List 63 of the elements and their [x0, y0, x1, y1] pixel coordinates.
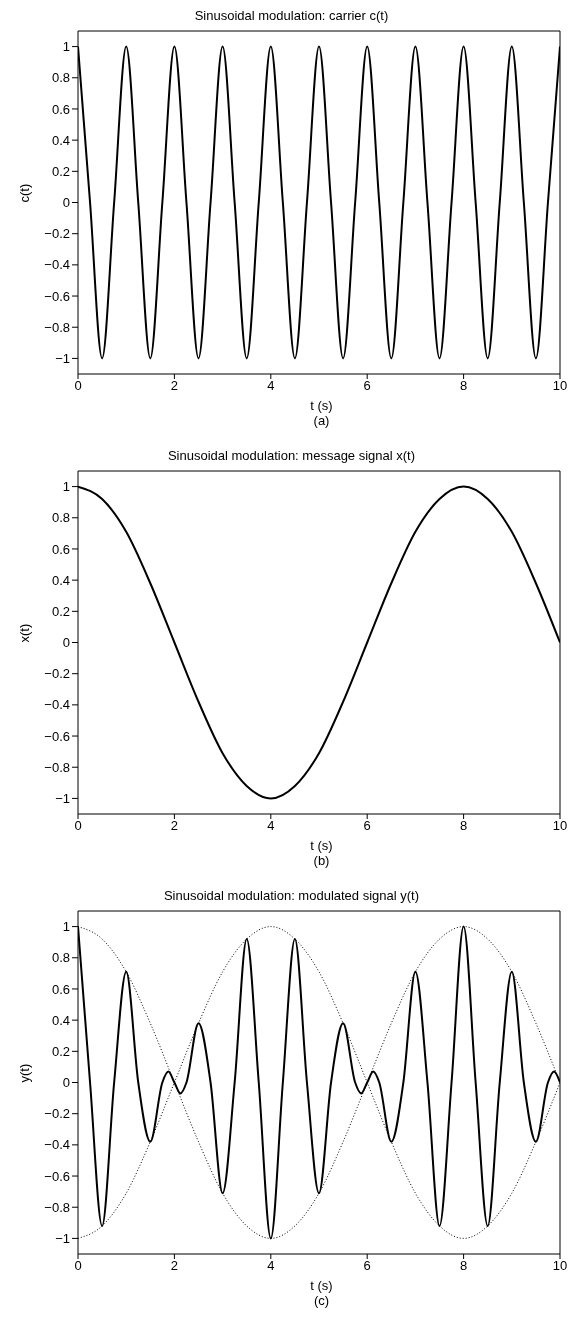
y-tick-label: 0	[62, 195, 70, 211]
y-tick-label: −0.4	[44, 1137, 70, 1153]
x-tick-label: 8	[459, 818, 468, 834]
y-tick-label: −0.2	[44, 1106, 70, 1122]
y-tick-label: 0.4	[51, 572, 70, 588]
x-tick-label: 4	[267, 818, 275, 834]
y-tick-label: 0.2	[51, 163, 70, 179]
y-tick-label: 0.6	[51, 541, 70, 557]
y-axis-title: c(t)	[16, 183, 32, 203]
y-tick-label: 0.4	[51, 132, 70, 148]
x-tick-label: 10	[552, 818, 568, 834]
x-tick-label: 4	[267, 1258, 275, 1274]
text: (a)	[312, 413, 331, 428]
x-tick-label: 0	[74, 818, 82, 834]
text: (b)	[312, 853, 331, 868]
y-axis-title: x(t)	[16, 623, 32, 643]
y-tick-label: −0.6	[44, 288, 70, 304]
x-tick-label: 8	[459, 378, 468, 394]
y-tick-label: 0.8	[51, 950, 70, 966]
x-tick-label: 0	[74, 378, 82, 394]
y-tick-label: −1	[55, 1231, 70, 1247]
y-tick-label: −0.4	[44, 257, 70, 273]
x-tick-label: 8	[459, 1258, 468, 1274]
x-tick-label: 4	[267, 378, 275, 394]
y-tick-label: −0.2	[44, 666, 70, 682]
x-tick-label: 6	[363, 378, 371, 394]
y-tick-label: 1	[62, 39, 70, 55]
chart-title: Sinusoidal modulation: carrier c(t)	[193, 8, 390, 25]
x-tick-label: 2	[170, 818, 179, 834]
x-tick-label: 10	[552, 378, 568, 394]
y-tick-label: −0.6	[44, 1168, 70, 1184]
x-tick-label: 0	[74, 1258, 82, 1274]
y-tick-label: −1	[55, 351, 70, 367]
y-tick-label: −0.6	[44, 728, 70, 744]
y-tick-label: 0	[62, 635, 70, 651]
y-tick-label: 0.6	[51, 101, 70, 117]
x-axis-title: t (s)	[309, 398, 334, 413]
y-tick-label: −1	[55, 791, 70, 807]
y-tick-label: 0.2	[51, 603, 70, 619]
y-tick-label: −0.2	[44, 226, 70, 242]
y-tick-label: 0.8	[51, 70, 70, 86]
y-tick-label: 0	[62, 1075, 70, 1091]
x-axis-title: t (s)	[309, 1278, 334, 1293]
x-tick-label: 2	[170, 1258, 179, 1274]
y-tick-label: −0.4	[44, 697, 70, 713]
y-tick-label: 0.8	[51, 510, 70, 526]
x-tick-label: 10	[552, 1258, 568, 1274]
y-tick-label: −0.8	[44, 319, 70, 335]
y-tick-label: 0.6	[51, 981, 70, 997]
y-tick-label: −0.8	[44, 759, 70, 775]
x-tick-label: 6	[363, 1258, 371, 1274]
chart-title: Sinusoidal modulation: modulated signal y(t)	[162, 888, 421, 905]
text: (c)	[312, 1293, 331, 1308]
y-tick-label: −0.8	[44, 1199, 70, 1215]
y-tick-label: 1	[62, 919, 70, 935]
y-axis-title: y(t)	[16, 1063, 32, 1083]
y-tick-label: 0.4	[51, 1012, 70, 1028]
x-tick-label: 6	[363, 818, 371, 834]
y-tick-label: 0.2	[51, 1043, 70, 1059]
y-tick-label: 1	[62, 479, 70, 495]
chart-title: Sinusoidal modulation: message signal x(t)	[166, 448, 417, 465]
x-tick-label: 2	[170, 378, 179, 394]
x-axis-title: t (s)	[309, 838, 334, 853]
